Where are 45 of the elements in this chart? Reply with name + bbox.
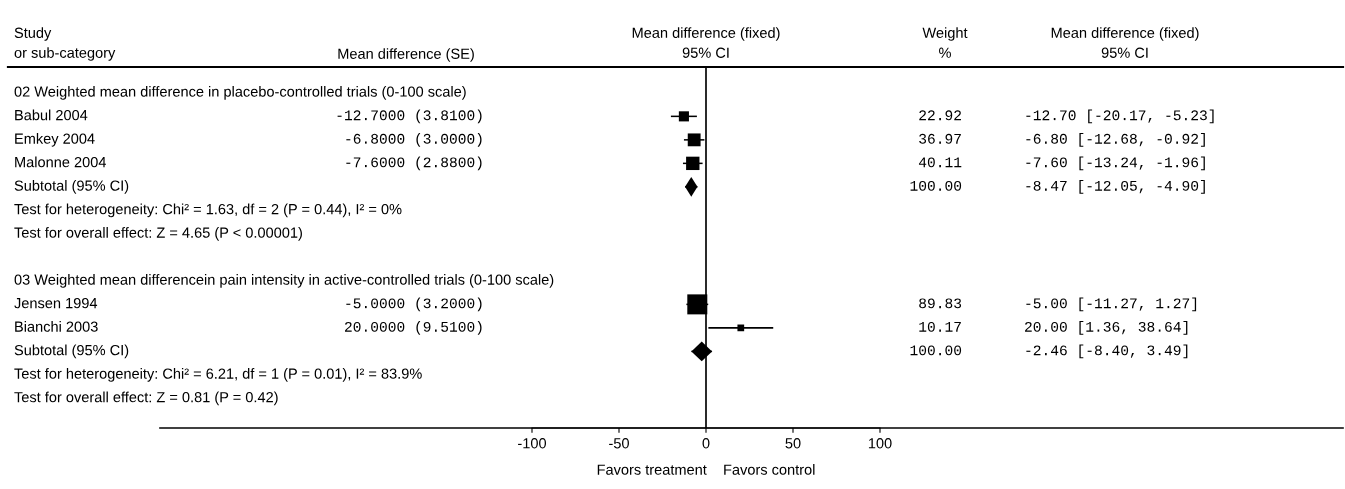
text: 20.00 [1.36, 38.64] [1025, 321, 1188, 335]
text: 100.00 [910, 180, 962, 191]
text: Weight % [922, 27, 968, 58]
y-tick-label: Malonne 2004 [15, 156, 107, 168]
x-tick-label: 50 [785, 438, 801, 449]
text: 89.83 [919, 298, 962, 309]
y-axis-title: Study or sub-category [14, 27, 116, 61]
y-tick-label: Subtotal (95% CI) [14, 344, 129, 359]
x-tick-label: -100 [518, 438, 547, 449]
text: 40.11 [918, 157, 962, 168]
y-tick-label: Jensen 1994 [14, 297, 98, 309]
text: -2.46 [-8.40, 3.49] [1026, 344, 1188, 359]
x-tick-label: 100 [868, 438, 892, 449]
text: -5.00 [-11.27, 1.27] [1026, 297, 1197, 312]
y-tick-label: 03 Weighted mean differencein pain intensity in active-controlled trials (0-100 scale) [14, 274, 554, 288]
x-tick-label: 0 [702, 438, 710, 449]
text: 20.0000 (9.5100) [344, 321, 482, 335]
point [687, 133, 701, 147]
x-axis-title: Favors treatment Favors control [597, 464, 815, 475]
y-tick-label: Test for heterogeneity: Chi² = 6.21, df = 1 (P = 0.01), I² = 83.9% [14, 368, 422, 382]
text: -7.60 [-13.24, -1.96] [1026, 156, 1205, 171]
text: Mean difference (SE) [338, 48, 474, 62]
text: -7.6000 (2.8800) [346, 156, 482, 171]
text: Mean difference (fixed) 95% CI [1051, 27, 1199, 58]
text: -5.0000 (3.2000) [346, 297, 482, 312]
text: -12.70 [-20.17, -5.23] [1026, 109, 1214, 124]
y-tick-label: 02 Weighted mean difference in placebo-controlled trials (0-100 scale) [14, 86, 466, 100]
text: -8.47 [-12.05, -4.90] [1026, 180, 1205, 194]
chart-title: Mean difference (fixed) 95% CI [632, 27, 780, 58]
text: 22.92 [919, 110, 961, 121]
text: 10.17 [919, 321, 961, 332]
y-tick-label: Bianchi 2003 [15, 321, 98, 332]
text: 36.97 [919, 133, 961, 144]
x-tick-label: -50 [609, 438, 629, 449]
text: 100.00 [910, 345, 962, 356]
text: -12.7000 (3.8100) [337, 109, 482, 124]
y-tick-label: Test for heterogeneity: Chi² = 1.63, df = 2 (P = 0.44), I² = 0% [14, 203, 402, 218]
y-tick-label: Test for overall effect: Z = 4.65 (P < 0.00001) [14, 227, 302, 241]
y-tick-label: Subtotal (95% CI) [14, 180, 129, 194]
point [686, 156, 700, 171]
text: -6.8000 (3.0000) [346, 133, 482, 147]
text: -6.80 [-12.68, -0.92] [1026, 133, 1205, 147]
y-tick-label: Test for overall effect: Z = 0.81 (P = 0.42) [14, 391, 278, 406]
y-tick-label: Emkey 2004 [15, 133, 95, 147]
y-tick-label: Babul 2004 [15, 109, 88, 121]
